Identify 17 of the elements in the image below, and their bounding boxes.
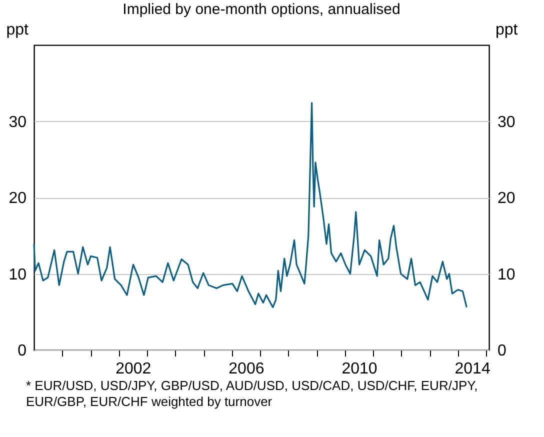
y-tick-label: 20	[8, 190, 27, 207]
chart-title: Implied by one-month options, annualised	[122, 1, 400, 18]
y2-axis-title: ppt	[496, 22, 518, 38]
x-tick-label: 2006	[228, 360, 264, 378]
x-tick-label: 2002	[116, 360, 152, 378]
line-series	[33, 102, 468, 308]
y-tick-label: 10	[8, 266, 27, 284]
y-axis-title: ppt	[6, 22, 30, 38]
x-tick-label: 2014	[454, 360, 490, 378]
y2-tick-label: 0	[498, 342, 506, 360]
y-tick-label: 30	[8, 114, 27, 131]
x-tick-label: 2010	[342, 360, 378, 378]
y-tick-label: 0	[18, 342, 27, 360]
y2-tick-label: 30	[498, 114, 516, 131]
y2-tick-label: 20	[498, 190, 516, 207]
y2-tick-label: 10	[498, 266, 516, 284]
text: * EUR/USD, USD/JPY, GBP/USD, AUD/USD, USD/CAD, USD/CHF, EUR/JPY, EUR/GBP, EUR/CHF weighted by turnover	[26, 378, 478, 409]
